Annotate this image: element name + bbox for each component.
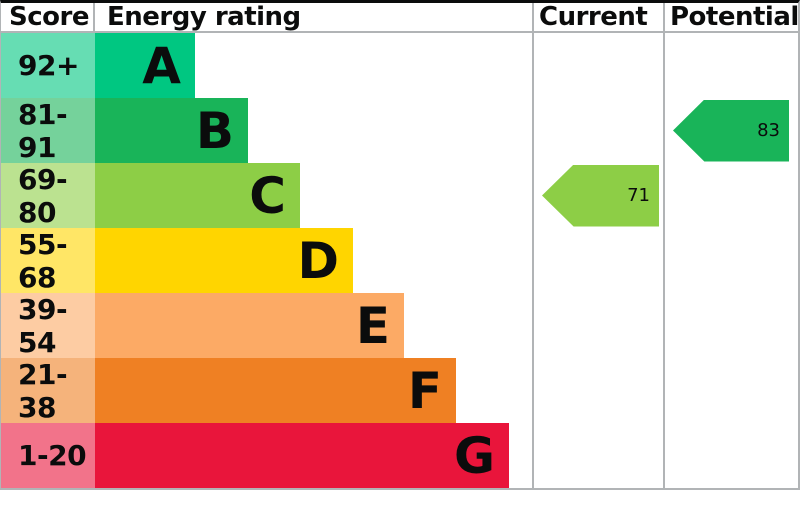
potential-rating-value: 83 [757, 120, 780, 141]
header-row: Score Energy rating Current Potential [1, 3, 798, 33]
score-range-label: 69-80 [1, 163, 95, 229]
band-row-f: 21-38 F [1, 358, 798, 424]
band-row-e: 39-54 E [1, 293, 798, 359]
band-bar-g: G [95, 423, 509, 488]
score-range-label: 92+ [1, 33, 95, 98]
band-bar-b: B [95, 98, 248, 163]
band-bar-cell: F [95, 358, 532, 423]
current-cell [532, 293, 663, 358]
current-rating-value: 71 [627, 185, 650, 206]
band-bar-c: C [95, 163, 300, 228]
potential-cell: 83 [663, 98, 798, 163]
band-bar-a: A [95, 33, 195, 98]
header-score: Score [1, 3, 95, 31]
band-bar-cell: B [95, 98, 532, 163]
header-energy-rating: Energy rating [107, 3, 301, 31]
header-potential: Potential [663, 3, 798, 31]
current-rating-arrow-icon: 71 [542, 164, 659, 227]
potential-cell [663, 163, 798, 228]
current-cell [532, 228, 663, 293]
potential-cell [663, 358, 798, 423]
potential-cell [663, 293, 798, 358]
current-cell [532, 423, 663, 488]
potential-cell [663, 33, 798, 98]
band-row-a: 92+ A [1, 33, 798, 98]
current-cell [532, 33, 663, 98]
potential-cell [663, 423, 798, 488]
potential-cell [663, 228, 798, 293]
score-range-label: 81-91 [1, 98, 95, 164]
band-row-b: 81-91 B 83 [1, 98, 798, 164]
band-row-g: 1-20 G [1, 423, 798, 488]
score-range-label: 39-54 [1, 293, 95, 359]
band-row-d: 55-68 D [1, 228, 798, 294]
current-cell [532, 98, 663, 163]
band-bar-cell: E [95, 293, 532, 358]
band-row-c: 69-80 C 71 [1, 163, 798, 229]
potential-rating-arrow-icon: 83 [673, 99, 789, 162]
epc-rating-chart: Score Energy rating Current Potential 92… [0, 0, 800, 490]
current-cell [532, 358, 663, 423]
band-bar-cell: A [95, 33, 532, 98]
score-range-label: 21-38 [1, 358, 95, 424]
band-bar-e: E [95, 293, 404, 358]
band-bar-f: F [95, 358, 456, 423]
band-bar-cell: G [95, 423, 532, 488]
current-cell: 71 [532, 163, 663, 228]
band-bar-cell: D [95, 228, 532, 293]
header-current: Current [532, 3, 663, 31]
band-bar-cell: C [95, 163, 532, 228]
band-bar-d: D [95, 228, 353, 293]
bottom-whitespace [0, 490, 800, 518]
score-range-label: 1-20 [1, 423, 95, 488]
score-range-label: 55-68 [1, 228, 95, 294]
